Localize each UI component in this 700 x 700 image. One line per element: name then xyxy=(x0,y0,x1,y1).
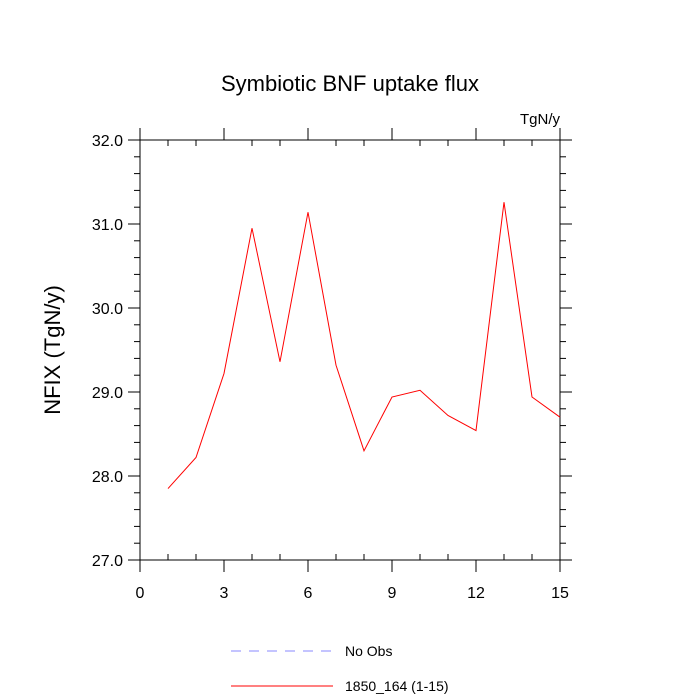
series-layer xyxy=(167,202,561,489)
x-tick-label: 9 xyxy=(388,585,397,602)
y-tick-label: 31.0 xyxy=(92,217,123,234)
x-tick-label: 12 xyxy=(467,585,485,602)
plot-frame xyxy=(139,139,561,561)
y-tick-label: 28.0 xyxy=(92,469,123,486)
y-tick-label: 30.0 xyxy=(92,301,123,318)
y-tick-label: 27.0 xyxy=(92,553,123,570)
y-tick-label: 32.0 xyxy=(92,133,123,150)
axis-ticks xyxy=(128,128,572,572)
y-tick-label: 29.0 xyxy=(92,385,123,402)
y-axis-label: NFIX (TgN/y) xyxy=(40,285,65,415)
chart-title: Symbiotic BNF uptake flux xyxy=(221,71,479,96)
tick-labels: 0 3 6 9 12 15 27.0 28.0 29.0 30.0 31.0 32.0 xyxy=(92,133,569,602)
x-tick-label: 15 xyxy=(551,585,569,602)
units-label: TgN/y xyxy=(520,111,561,128)
series-line-1 xyxy=(167,202,561,489)
x-tick-label: 6 xyxy=(304,585,313,602)
legend-label-1: 1850_164 (1-15) xyxy=(345,678,449,694)
x-tick-label: 3 xyxy=(220,585,229,602)
legend: No Obs 1850_164 (1-15) xyxy=(231,643,449,694)
legend-label-0: No Obs xyxy=(345,643,392,659)
x-tick-label: 0 xyxy=(136,585,145,602)
